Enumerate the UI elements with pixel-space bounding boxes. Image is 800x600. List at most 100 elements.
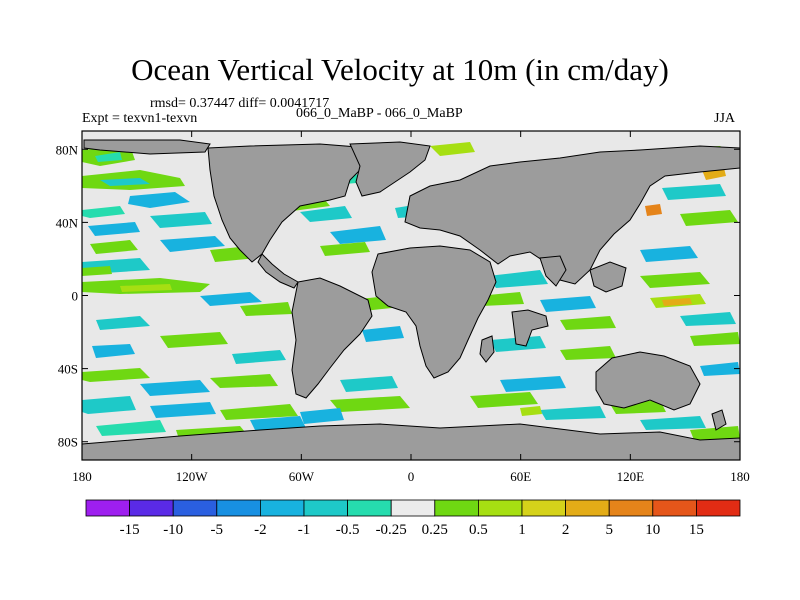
season-label: JJA — [714, 111, 736, 126]
colorbar-swatch — [652, 499, 697, 517]
contour-patch — [540, 296, 596, 312]
colorbar-label: -2 — [254, 522, 267, 538]
land-arctic-islands — [83, 139, 211, 155]
colorbar-label: -0.25 — [376, 522, 407, 538]
experiment-label: Expt = texvn1-texvn — [82, 111, 198, 126]
contour-patch — [128, 192, 190, 208]
colorbar-swatch — [565, 499, 610, 517]
contour-patch — [488, 270, 548, 288]
land-australia — [595, 351, 701, 411]
y-tick-label: 0 — [72, 289, 79, 304]
y-axis: 80N 40N 0 40S 80S — [56, 142, 740, 450]
colorbar-label: 10 — [645, 522, 660, 538]
colorbar-swatch — [608, 499, 654, 517]
y-tick-label: 40N — [56, 215, 79, 230]
colorbar-swatch — [696, 499, 741, 517]
contour-patch — [90, 240, 138, 254]
contour-patch — [300, 408, 344, 424]
contour-patch — [82, 206, 125, 218]
contour-patch — [120, 284, 172, 292]
x-tick-label: 180 — [730, 469, 750, 484]
colorbar-label: 5 — [605, 522, 613, 538]
contour-patch — [140, 380, 210, 396]
colorbar-swatch — [303, 499, 348, 517]
contour-patch — [150, 212, 212, 228]
colorbar-swatch — [129, 499, 174, 517]
colorbar-swatch — [477, 499, 523, 517]
contour-patch — [96, 420, 166, 436]
colorbar-swatch — [347, 499, 392, 517]
colorbar-swatch — [434, 499, 479, 517]
contour-patch — [96, 316, 150, 330]
contour-patch — [220, 404, 298, 420]
land-new-zealand — [711, 409, 727, 431]
colorbar-label: -10 — [163, 522, 183, 538]
colorbar-label: -15 — [120, 522, 140, 538]
colorbar-label: -1 — [298, 522, 311, 538]
contour-patch — [640, 246, 698, 262]
land-madagascar — [479, 335, 495, 363]
contour-patch — [88, 222, 140, 236]
contour-patch — [160, 332, 228, 348]
colorbar: -15 -10 -5 -2 -1 -0.5 -0.25 0.25 0.5 1 2 5 10 15 — [85, 499, 741, 538]
colorbar-label: -0.5 — [336, 522, 360, 538]
contour-patch — [100, 178, 150, 186]
x-tick-label: 180 — [72, 469, 92, 484]
contour-patch — [640, 416, 706, 430]
contour-patch — [300, 206, 352, 222]
contour-patch — [340, 376, 398, 392]
land-eurasia — [404, 145, 740, 285]
colorbar-label: 0.5 — [469, 522, 488, 538]
contour-patch — [560, 316, 616, 330]
land-india — [539, 255, 567, 287]
contour-patch — [330, 396, 410, 412]
comparison-label: 066_0_MaBP - 066_0_MaBP — [296, 106, 463, 121]
contour-patch — [560, 346, 616, 360]
x-tick-label: 120W — [176, 469, 209, 484]
contour-patch — [150, 402, 216, 418]
x-tick-label: 60E — [510, 469, 531, 484]
contour-patch — [320, 242, 370, 256]
colorbar-label: 1 — [518, 522, 526, 538]
contour-patch — [240, 302, 292, 316]
colorbar-label: 0.25 — [422, 522, 448, 538]
colorbar-label: 2 — [562, 522, 570, 538]
contour-patch — [82, 368, 150, 382]
contour-patch — [95, 152, 122, 162]
contour-patch — [680, 210, 738, 226]
map-title: Ocean Vertical Velocity at 10m (in cm/da… — [131, 52, 669, 87]
contour-patch — [540, 406, 606, 420]
colorbar-label: 15 — [689, 522, 704, 538]
land-greenland — [349, 141, 431, 197]
contour-patch — [520, 406, 542, 416]
contour-patch — [500, 376, 566, 392]
contour-patch — [160, 236, 225, 252]
contour-patch — [662, 298, 692, 306]
y-tick-label: 40S — [58, 362, 78, 377]
contour-patch — [662, 184, 726, 200]
y-tick-label: 80N — [56, 142, 79, 157]
contour-patch — [700, 362, 740, 376]
x-tick-label: 0 — [408, 469, 415, 484]
colorbar-swatch — [85, 499, 130, 517]
contour-patch — [92, 344, 135, 358]
colorbar-swatch — [259, 499, 305, 517]
x-axis: 180 120W 60W 0 60E 120E 180 — [72, 131, 750, 484]
contour-patch — [362, 326, 404, 342]
land-indonesia — [511, 309, 549, 347]
contour-patch — [232, 350, 286, 364]
contour-patch — [330, 226, 386, 244]
land-south-america — [291, 277, 373, 399]
contour-patch — [680, 312, 736, 326]
land-masses — [82, 139, 740, 460]
x-tick-label: 60W — [289, 469, 315, 484]
contour-patch — [210, 374, 278, 388]
y-tick-label: 80S — [58, 435, 78, 450]
contour-patch — [200, 292, 262, 306]
contour-patch — [82, 266, 112, 276]
land-antarctica — [82, 423, 740, 460]
contour-patch — [690, 426, 740, 440]
colorbar-swatch — [216, 499, 261, 517]
land-central-america — [257, 253, 299, 289]
